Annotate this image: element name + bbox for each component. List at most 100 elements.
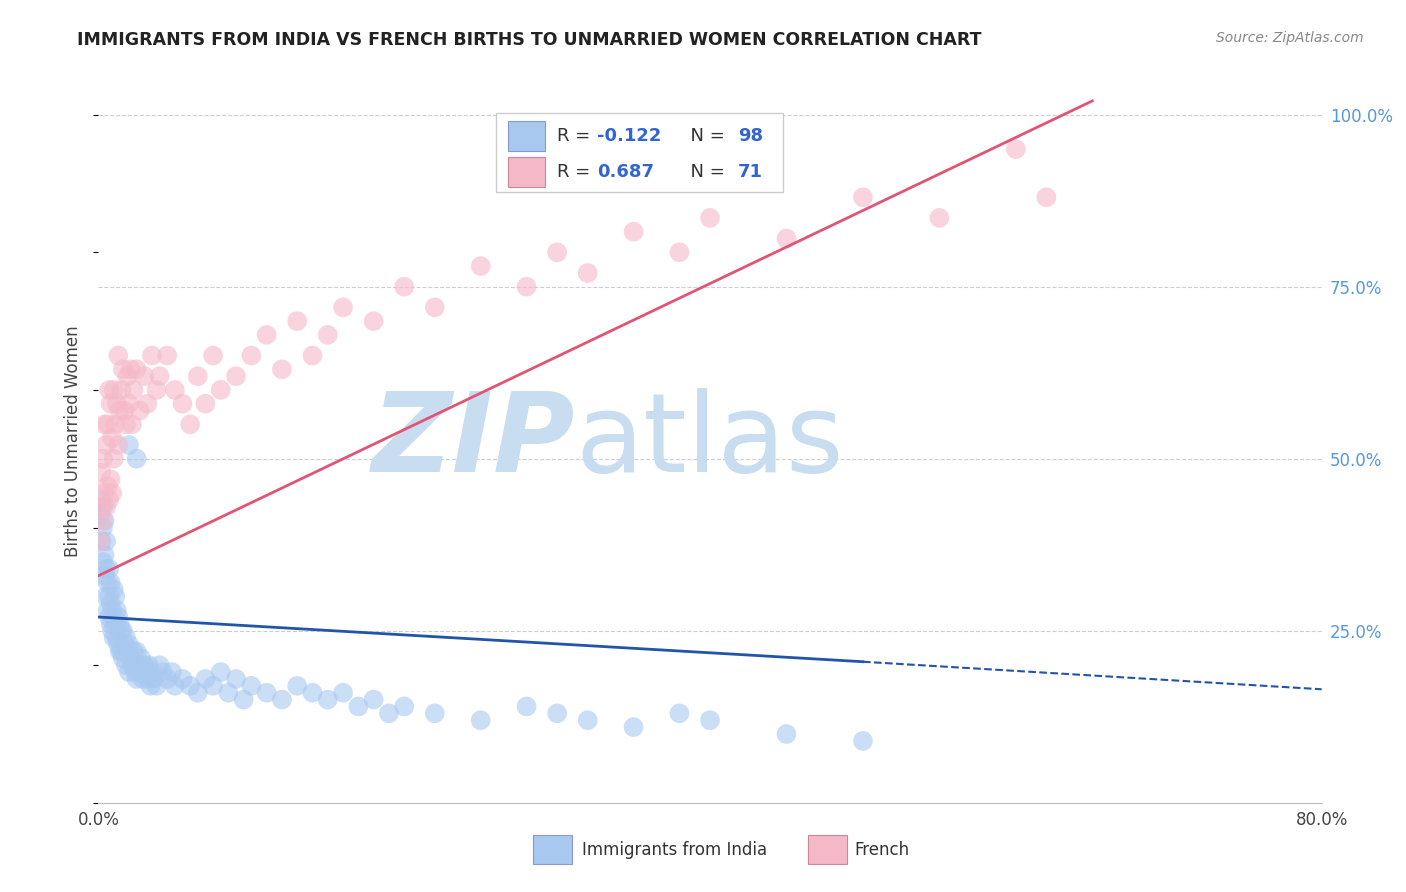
- Point: [104, 590, 127, 604]
- Point: [110, 644, 132, 658]
- Point: [775, 727, 797, 741]
- Point: [392, 279, 416, 293]
- Point: [163, 679, 186, 693]
- Point: [117, 644, 139, 658]
- Point: [98, 562, 121, 576]
- Point: [160, 665, 183, 679]
- Point: [149, 658, 172, 673]
- Y-axis label: Births to Unmarried Women: Births to Unmarried Women: [65, 326, 83, 558]
- Point: [98, 610, 121, 624]
- Point: [138, 658, 160, 673]
- Point: [108, 403, 131, 417]
- Point: [121, 417, 143, 432]
- Point: [194, 397, 217, 411]
- Point: [187, 369, 209, 384]
- Point: [107, 438, 129, 452]
- Point: [101, 431, 124, 445]
- Point: [120, 362, 142, 376]
- Point: [115, 631, 138, 645]
- Point: [100, 616, 122, 631]
- Point: [347, 699, 370, 714]
- Point: [124, 665, 146, 679]
- Point: [209, 383, 232, 397]
- Point: [316, 327, 339, 342]
- Point: [156, 672, 179, 686]
- Point: [852, 734, 875, 748]
- Text: ZIP: ZIP: [373, 388, 575, 495]
- Point: [423, 706, 446, 721]
- Point: [118, 665, 141, 679]
- Point: [122, 644, 145, 658]
- Point: [107, 349, 129, 363]
- Point: [112, 638, 135, 652]
- Point: [122, 383, 145, 397]
- Point: [125, 644, 148, 658]
- Point: [111, 362, 134, 376]
- Point: [217, 686, 239, 700]
- Point: [516, 699, 538, 714]
- Point: [136, 397, 159, 411]
- Point: [118, 397, 141, 411]
- Point: [105, 603, 128, 617]
- Point: [101, 624, 124, 638]
- Point: [128, 665, 150, 679]
- Bar: [508, 120, 546, 151]
- Point: [100, 397, 122, 411]
- Text: 0.687: 0.687: [598, 163, 655, 181]
- Point: [576, 713, 599, 727]
- Point: [118, 438, 141, 452]
- Point: [93, 514, 115, 528]
- Point: [1035, 190, 1057, 204]
- Point: [179, 417, 201, 432]
- Point: [103, 631, 125, 645]
- Point: [110, 624, 132, 638]
- Point: [928, 211, 950, 225]
- Point: [107, 638, 129, 652]
- Point: [108, 616, 131, 631]
- Point: [91, 451, 114, 466]
- Point: [187, 686, 209, 700]
- Point: [134, 658, 156, 673]
- Text: N =: N =: [679, 127, 731, 145]
- Point: [316, 692, 339, 706]
- Point: [668, 706, 690, 721]
- Point: [332, 686, 354, 700]
- Point: [145, 679, 167, 693]
- Point: [110, 383, 132, 397]
- Point: [332, 301, 354, 315]
- Text: -0.122: -0.122: [598, 127, 662, 145]
- Point: [111, 651, 134, 665]
- Point: [97, 575, 120, 590]
- Point: [232, 692, 254, 706]
- Point: [108, 644, 131, 658]
- Point: [90, 493, 112, 508]
- Point: [100, 596, 122, 610]
- Text: 98: 98: [738, 127, 763, 145]
- Point: [90, 466, 112, 480]
- Point: [107, 610, 129, 624]
- Point: [136, 672, 159, 686]
- Text: R =: R =: [557, 127, 596, 145]
- Point: [127, 658, 149, 673]
- Point: [103, 383, 125, 397]
- Bar: [808, 835, 846, 864]
- Point: [163, 383, 186, 397]
- Point: [93, 417, 115, 432]
- Point: [134, 369, 156, 384]
- Point: [90, 500, 112, 514]
- Point: [240, 349, 263, 363]
- Point: [93, 486, 115, 500]
- Point: [105, 397, 128, 411]
- Point: [209, 665, 232, 679]
- Point: [225, 672, 247, 686]
- Point: [172, 672, 194, 686]
- Point: [129, 651, 152, 665]
- Point: [775, 231, 797, 245]
- Point: [546, 245, 568, 260]
- Point: [392, 699, 416, 714]
- Point: [98, 383, 121, 397]
- Point: [103, 582, 125, 597]
- Point: [546, 706, 568, 721]
- Point: [240, 679, 263, 693]
- Text: atlas: atlas: [575, 388, 844, 495]
